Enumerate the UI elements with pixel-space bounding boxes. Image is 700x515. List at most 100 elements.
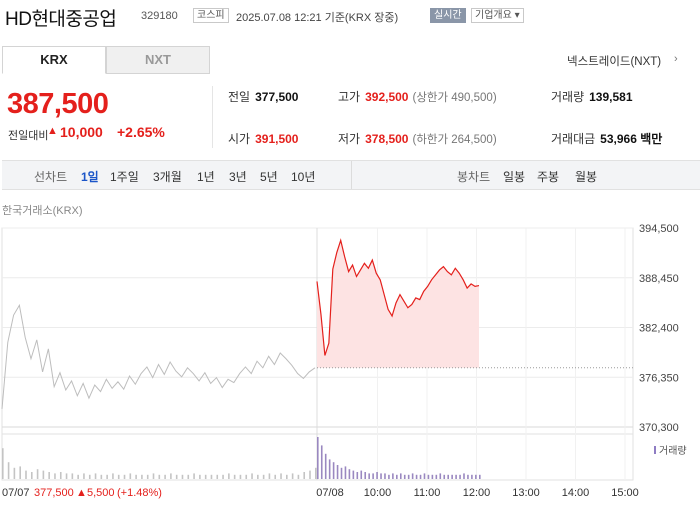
y-tick-label: 376,350 [639,372,679,384]
volume-bar [88,474,91,479]
volume-bar [129,473,132,479]
volume-bar [100,474,103,479]
volume-bar [83,473,85,479]
volume-bar [228,473,230,479]
volume-legend-swatch [654,446,656,454]
y-tick-label: 394,500 [639,223,679,235]
volume-bar [233,474,236,479]
price-chart: 394,500 388,450 382,400 376,350 370,300 거래량 07… [1,223,687,499]
line-chart-label: 선차트 [34,170,68,184]
volume-bar [7,462,10,479]
volume-bar [364,472,367,479]
volume-bar [419,474,422,479]
candle-monthly[interactable]: 월봉 [575,170,598,184]
volume-bar [106,474,108,479]
volume-bar [164,474,166,479]
stat-volume: 거래량 139,581 [551,90,633,104]
market-badge: 코스피 [193,8,229,23]
y-tick-label: 382,400 [639,323,679,335]
volume-bar [443,474,446,479]
volume-bar [368,473,370,479]
volume-bar [332,462,335,479]
volume-bar [141,474,143,479]
candle-weekly[interactable]: 주봉 [537,170,560,184]
volume-bar [257,474,259,479]
volume-bar [262,474,265,479]
volume-bar [170,473,172,479]
volume-bar [245,474,248,479]
volume-bar [280,473,282,479]
volume-bar [435,474,438,479]
volume-bar [320,445,323,479]
volume-bar [479,474,481,479]
period-divider [351,161,352,189]
company-info-dropdown[interactable]: 기업개요 ▾ [471,8,524,23]
change-percent: +2.65% [117,124,165,140]
volume-bar [239,474,242,479]
period-10y[interactable]: 10년 [291,170,316,184]
stat-low: 저가 378,500 (하한가 264,500) [338,132,497,146]
volume-bar [274,474,277,479]
prev-day-line [1,303,316,409]
tab-krx[interactable]: KRX [2,46,106,74]
candle-chart-label: 봉차트 [457,170,491,184]
quote-timestamp: 2025.07.08 12:21 기준(KRX 장중) [236,12,399,24]
volume-bar [71,473,74,479]
x-tick-label: 15:00 [611,487,639,499]
up-triangle-icon: ▲ [76,487,87,499]
volume-bar [187,474,190,479]
volume-bar [388,474,390,479]
nextrade-link[interactable]: 넥스트레이드(NXT) [567,56,662,68]
x-tick-label: 12:00 [463,487,491,499]
x-tick-label: 13:00 [512,487,540,499]
volume-bar [348,469,351,479]
live-button[interactable]: 실시간 [430,8,466,23]
period-3y[interactable]: 3년 [229,170,247,184]
volume-bar [475,474,477,479]
volume-bar [376,472,378,479]
volume-bar [77,474,79,479]
x-tick-label: 10:00 [364,487,392,499]
change-amount: 10,000 [60,124,103,140]
volume-bar [380,473,382,479]
volume-bar [297,474,300,479]
period-5y[interactable]: 5년 [260,170,278,184]
candle-daily[interactable]: 일봉 [503,170,526,184]
period-3m[interactable]: 3개월 [153,170,182,184]
volume-bar [407,474,410,479]
volume-bar [403,474,406,479]
chart-source-label: 한국거래소(KRX) [2,205,83,217]
volume-bar [317,437,319,479]
volume-bar [463,473,465,479]
chevron-right-icon[interactable]: › [674,53,678,65]
volume-bar [423,473,426,479]
period-1d[interactable]: 1일 [81,170,99,184]
volume-bar [372,473,374,479]
current-price: 387,500 [7,88,109,120]
volume-bar [181,474,184,479]
prev-day-change-pct: (+1.48%) [117,487,162,499]
volume-bar [447,474,449,479]
volume-bar [222,474,224,479]
today-area [317,240,479,368]
period-1w[interactable]: 1주일 [110,170,139,184]
up-triangle-icon: ▲ [47,125,58,137]
volume-bar [471,474,473,479]
tab-nxt[interactable]: NXT [106,46,210,74]
volume-bar [431,474,434,479]
volume-bar [204,474,207,479]
volume-bar [451,474,453,479]
volume-bar [123,474,126,479]
volume-bar [25,470,27,479]
volume-bar [384,473,386,479]
volume-bar [286,474,288,479]
volume-bar [175,474,178,479]
y-tick-label: 388,450 [639,273,679,285]
prev-day-close: 377,500 [34,487,74,499]
volume-bar [303,472,306,479]
prev-day-change: 5,500 [87,487,115,499]
period-1y[interactable]: 1년 [197,170,215,184]
x-tick-label: 14:00 [562,487,590,499]
volume-bar [65,473,68,479]
volume-bar [54,473,56,479]
